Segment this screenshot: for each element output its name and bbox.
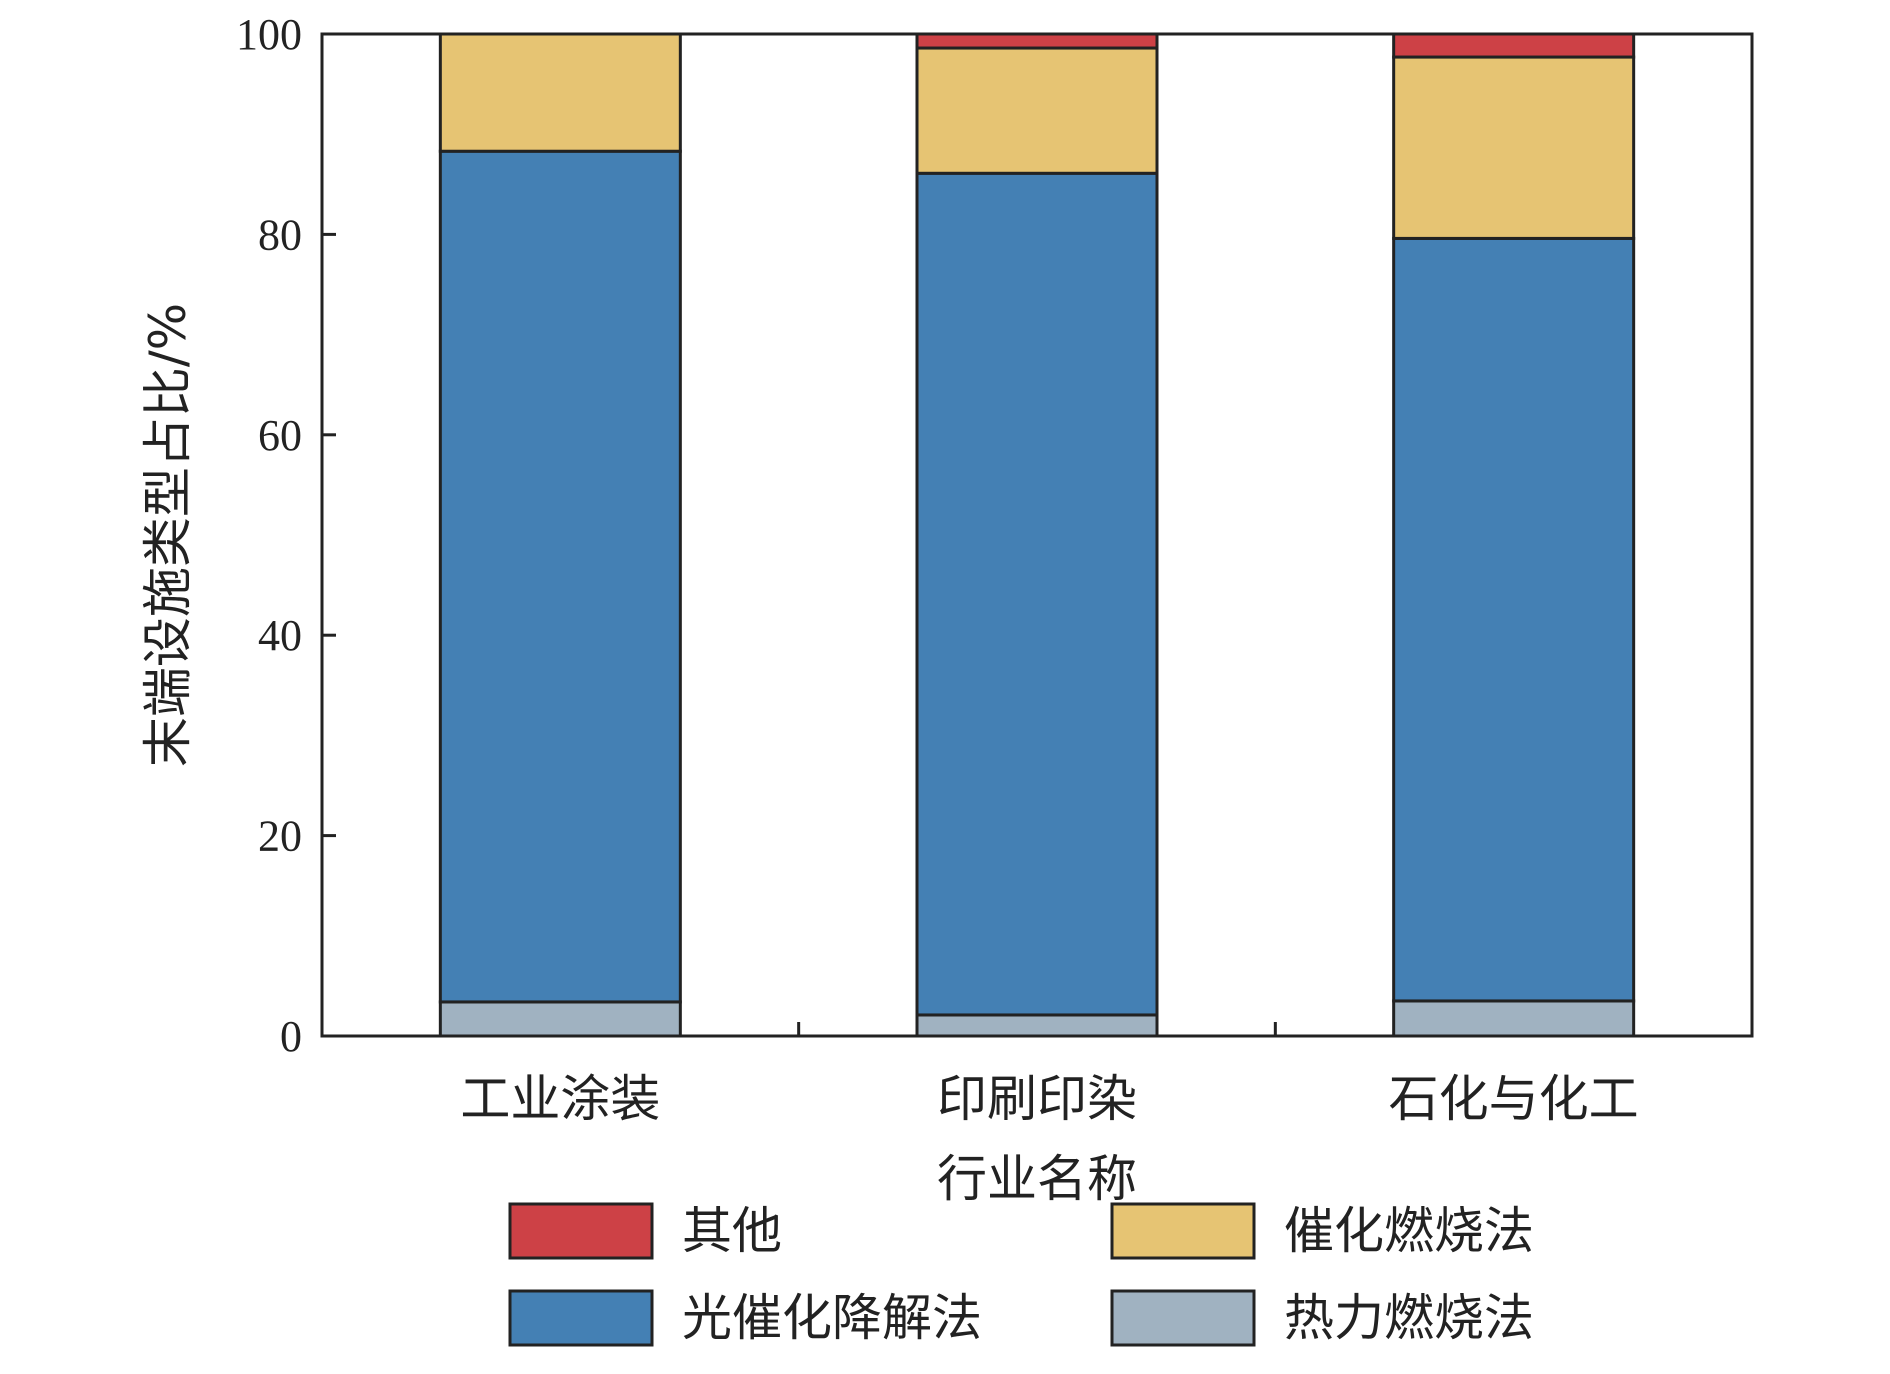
x-axis-title: 行业名称 [937, 1150, 1137, 1208]
bar-segment [1392, 55, 1636, 240]
bar-segment [915, 171, 1159, 1017]
bar-segment [915, 1013, 1159, 1038]
bars-layer [438, 32, 1636, 1038]
bar-segment [1392, 32, 1636, 59]
x-axis: 工业涂装 印刷印染 石化与化工 [460, 1022, 1639, 1128]
y-tick-label: 20 [258, 812, 302, 861]
y-tick-label: 40 [258, 611, 302, 660]
bar-segment [915, 32, 1159, 50]
legend-label: 催化燃烧法 [1284, 1202, 1534, 1260]
legend-label: 光催化降解法 [682, 1289, 982, 1347]
y-axis: 0 20 40 60 80 100 [236, 10, 336, 1061]
legend-swatch [1110, 1202, 1256, 1260]
legend-swatch [1110, 1289, 1256, 1347]
y-axis-title: 末端设施类型占比/% [139, 303, 197, 767]
bar-segment [438, 32, 682, 153]
y-tick-label: 0 [280, 1012, 302, 1061]
x-tick-label: 印刷印染 [937, 1070, 1137, 1128]
legend-label: 热力燃烧法 [1284, 1289, 1534, 1347]
bar-segment [915, 46, 1159, 175]
bar-segment [438, 149, 682, 1004]
legend-label: 其他 [682, 1202, 782, 1260]
bar-segment [438, 1000, 682, 1038]
y-tick-label: 80 [258, 210, 302, 259]
bar-segment [1392, 999, 1636, 1038]
x-tick-label: 石化与化工 [1389, 1070, 1639, 1128]
legend-swatch [508, 1289, 654, 1347]
x-tick-label: 工业涂装 [460, 1070, 660, 1128]
y-tick-label: 100 [236, 10, 302, 59]
bar-segment [1392, 236, 1636, 1003]
y-tick-label: 60 [258, 411, 302, 460]
plot-frame [320, 32, 1754, 1038]
legend-swatch [508, 1202, 654, 1260]
